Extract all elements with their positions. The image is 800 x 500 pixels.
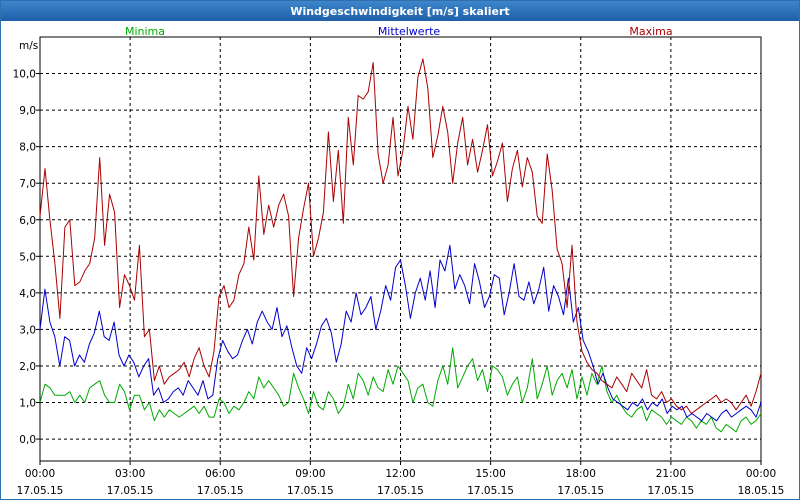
y-axis-unit: m/s: [19, 40, 38, 52]
x-tick-date: 17.05.15: [17, 485, 64, 497]
y-tick-label: 6,0: [19, 215, 36, 227]
legend-mittelwerte: Mittelwerte: [378, 25, 441, 38]
window-title: Windgeschwindigkeit [m/s] skaliert: [1, 1, 799, 21]
x-tick-time: 15:00: [475, 468, 505, 480]
x-tick-date: 17.05.15: [107, 485, 154, 497]
x-tick-time: 12:00: [385, 468, 415, 480]
y-tick-label: 4,0: [19, 288, 36, 300]
y-tick-label: 2,0: [19, 361, 36, 373]
x-tick-date: 18.05.15: [738, 485, 785, 497]
legend: Minima Mittelwerte Maxima: [125, 25, 673, 38]
y-tick-label: 10,0: [13, 69, 36, 81]
series-line-maxima: [39, 58, 762, 414]
y-tick-label: 1,0: [19, 398, 36, 410]
x-tick-time: 18:00: [566, 468, 596, 480]
legend-minima: Minima: [125, 25, 165, 38]
y-tick-label: 5,0: [19, 251, 36, 263]
x-tick-date: 17.05.15: [557, 485, 604, 497]
x-tick-time: 03:00: [115, 468, 145, 480]
series-lines: [39, 58, 762, 433]
x-tick-date: 17.05.15: [197, 485, 244, 497]
x-tick-time: 00:00: [25, 468, 55, 480]
x-tick-date: 17.05.15: [377, 485, 424, 497]
x-tick-time: 09:00: [295, 468, 325, 480]
series-line-minima: [39, 347, 762, 433]
x-tick-time: 21:00: [656, 468, 686, 480]
series-line-mittelwerte: [39, 244, 762, 422]
y-tick-label: 0,0: [19, 434, 36, 446]
y-tick-label: 3,0: [19, 324, 36, 336]
x-tick-date: 17.05.15: [467, 485, 514, 497]
y-tick-label: 8,0: [19, 142, 36, 154]
x-tick-time: 00:00: [746, 468, 776, 480]
grid: [40, 37, 761, 461]
y-tick-label: 9,0: [19, 105, 36, 117]
x-axis: 00:00 17.05.15 03:00 17.05.15 06:00 17.05.15 0…: [17, 461, 785, 497]
y-tick-label: 7,0: [19, 178, 36, 190]
x-tick-date: 17.05.15: [647, 485, 694, 497]
x-tick-time: 06:00: [205, 468, 235, 480]
x-tick-date: 17.05.15: [287, 485, 334, 497]
y-axis: 0,0 1,0 2,0 3,0 4,0 5,0 6,0 7,0 8,0 9,0 10,0: [13, 69, 40, 446]
legend-maxima: Maxima: [629, 25, 672, 38]
